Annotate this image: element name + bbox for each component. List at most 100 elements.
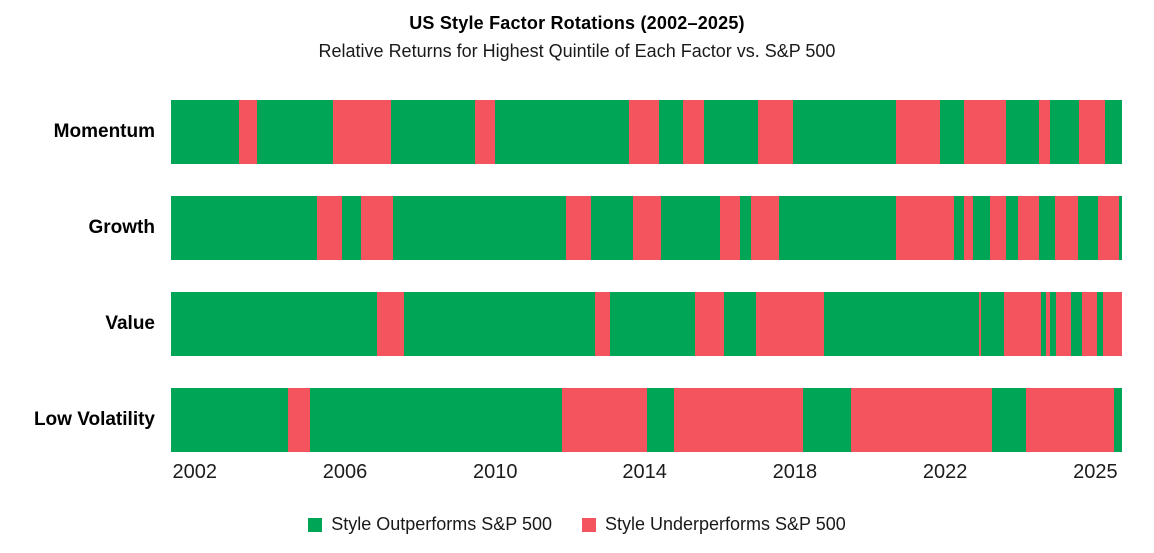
row-label-momentum: Momentum (53, 120, 155, 142)
segment-out (171, 388, 288, 452)
segment-out (939, 100, 964, 164)
chart-header: US Style Factor Rotations (2002–2025) Re… (0, 13, 1154, 62)
segment-out (1097, 292, 1104, 356)
legend: Style Outperforms S&P 500 Style Underperf… (0, 514, 1154, 535)
segment-out (392, 196, 566, 260)
segment-under (963, 196, 973, 260)
row-label-growth: Growth (88, 216, 156, 238)
segment-under (850, 388, 992, 452)
legend-item-under: Style Underperforms S&P 500 (581, 514, 846, 535)
segment-under (719, 196, 740, 260)
factor-row-momentum: Momentum (0, 100, 1154, 164)
segment-under (333, 100, 391, 164)
chart-title: US Style Factor Rotations (2002–2025) (409, 13, 745, 33)
segment-under (561, 388, 648, 452)
segment-under (673, 388, 803, 452)
segment-under (963, 100, 1006, 164)
segment-under (595, 292, 610, 356)
segment-under (1055, 292, 1072, 356)
segment-out (309, 388, 562, 452)
segment-out (1049, 100, 1080, 164)
segment-under (1045, 292, 1050, 356)
factor-bar-low-volatility (171, 388, 1122, 452)
segment-out (723, 292, 756, 356)
x-tick-2010: 2010 (473, 461, 518, 483)
segment-out (590, 196, 634, 260)
x-tick-2018: 2018 (772, 461, 818, 483)
segment-out (1118, 196, 1122, 260)
segment-out (390, 100, 475, 164)
segment-out (171, 292, 377, 356)
segment-out (991, 388, 1026, 452)
segment-out (1005, 196, 1018, 260)
segment-under (474, 100, 495, 164)
segment-out (661, 196, 720, 260)
segment-under (757, 100, 793, 164)
segment-out (341, 196, 361, 260)
factor-row-low-volatility: Low Volatility (0, 388, 1154, 452)
x-tick-2014: 2014 (622, 461, 667, 483)
segment-under (1097, 196, 1119, 260)
x-axis: 2002 2006 2010 2014 2018 2022 2025 (171, 461, 1122, 487)
segment-out (1049, 292, 1056, 356)
segment-out (609, 292, 696, 356)
segment-under (629, 100, 660, 164)
x-tick-2025: 2025 (1073, 461, 1118, 483)
segment-under (1017, 196, 1039, 260)
chart-subtitle: Relative Returns for Highest Quintile of… (318, 41, 836, 61)
x-tick-2002: 2002 (172, 461, 218, 483)
segment-under (1025, 388, 1114, 452)
factor-row-growth: Growth (0, 196, 1154, 260)
segment-out (792, 100, 897, 164)
segment-out (1041, 292, 1046, 356)
factor-rows: Momentum Growth Value Low Volatility (0, 100, 1154, 452)
segment-out (1113, 388, 1122, 452)
segment-under (239, 100, 258, 164)
factor-row-value: Value (0, 292, 1154, 356)
segment-out (404, 292, 596, 356)
segment-out (739, 196, 751, 260)
segment-out (1077, 196, 1098, 260)
legend-label-out: Style Outperforms S&P 500 (331, 514, 552, 534)
segment-under (1081, 292, 1098, 356)
x-tick-2006: 2006 (322, 461, 368, 483)
legend-label-under: Style Underperforms S&P 500 (604, 514, 846, 534)
segment-under (896, 100, 940, 164)
row-label-low-volatility: Low Volatility (33, 408, 155, 430)
factor-bar-momentum (171, 100, 1122, 164)
segment-under (287, 388, 310, 452)
segment-under (755, 292, 825, 356)
factor-bar-growth (171, 196, 1122, 260)
segment-out (778, 196, 897, 260)
segment-under (360, 196, 393, 260)
segment-out (953, 196, 964, 260)
segment-out (171, 100, 240, 164)
segment-out (703, 100, 758, 164)
segment-under (376, 292, 405, 356)
segment-out (824, 292, 979, 356)
segment-out (1105, 100, 1122, 164)
legend-item-out: Style Outperforms S&P 500 (308, 514, 552, 535)
segment-out (1071, 292, 1082, 356)
legend-swatch-under (581, 517, 596, 532)
segment-under (1003, 292, 1042, 356)
segment-under (633, 196, 662, 260)
segment-under (565, 196, 591, 260)
segment-out (659, 100, 684, 164)
segment-under (989, 196, 1006, 260)
segment-under (1054, 196, 1078, 260)
segment-under (896, 196, 954, 260)
segment-under (1039, 100, 1050, 164)
segment-out (802, 388, 851, 452)
segment-out (981, 292, 1004, 356)
x-tick-2022: 2022 (922, 461, 968, 483)
segment-under (750, 196, 779, 260)
segment-out (1005, 100, 1039, 164)
row-label-value: Value (105, 312, 155, 334)
segment-under (979, 292, 981, 356)
segment-out (494, 100, 630, 164)
segment-under (317, 196, 342, 260)
legend-swatch-out (308, 517, 323, 532)
segment-out (171, 196, 318, 260)
